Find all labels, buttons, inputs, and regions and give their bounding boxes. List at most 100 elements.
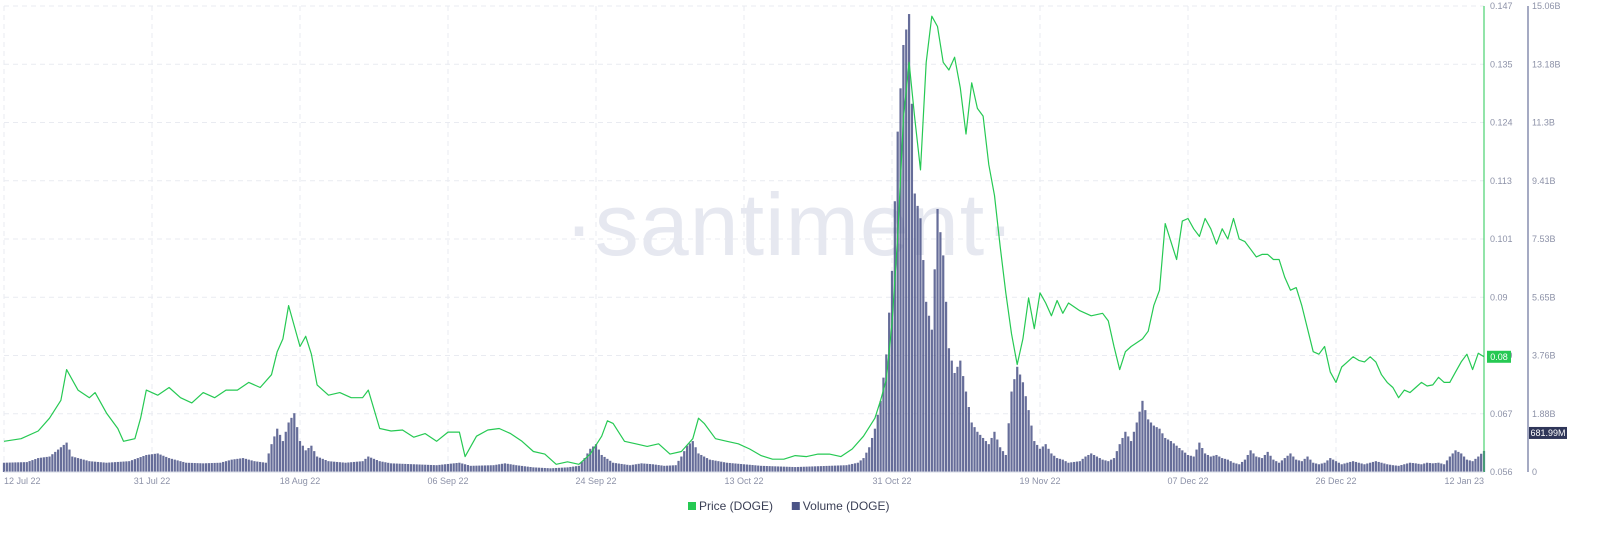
volume-bar [987,444,990,472]
volume-bar [1240,461,1244,472]
volume-bar [905,29,908,472]
volume-bar [11,462,14,472]
volume-bar [802,466,805,472]
volume-bar [1147,419,1150,472]
volume-bar [85,460,88,472]
volume-bar [93,461,97,472]
volume-bar [5,462,8,472]
volume-bar [298,441,302,472]
x-tick-label: 18 Aug 22 [280,476,321,486]
volume-bar [466,465,470,472]
volume-bar [623,464,626,472]
axes [4,6,1529,473]
volume-bar [879,400,882,472]
volume-bar [751,465,754,472]
volume-bar [1374,461,1377,472]
volume-bar [876,414,879,472]
volume-bar [216,462,219,472]
volume-bar [1275,461,1278,472]
volume-bar [927,315,931,472]
volume-tick-label: 9.41B [1532,176,1556,186]
volume-bar [210,463,213,472]
volume-bar [1161,433,1164,472]
legend-swatch [791,502,800,510]
price-tick-label: 0.056 [1490,467,1513,477]
volume-bar [734,463,737,472]
volume-bar [532,467,535,472]
volume-bar [637,463,640,472]
volume-bar [526,466,529,472]
legend-label: Volume (DOGE) [803,499,890,513]
volume-bar [893,201,896,472]
volume-bar [888,312,891,472]
volume-bar [202,463,205,472]
volume-bar [1454,450,1457,472]
volume-bar [241,458,245,472]
volume-bar [643,463,646,472]
volume-bar [74,457,77,472]
volume-bar [352,461,356,472]
volume-bar [700,454,703,472]
volume-bar [199,463,202,472]
volume-tick-label: 1.88B [1532,409,1556,419]
volume-bar [606,458,609,472]
volume-bar [953,372,956,472]
watermark: ·santiment· [564,175,1015,274]
volume-bar [1400,465,1403,472]
volume-bar [1189,455,1192,472]
volume-bar [714,460,717,472]
volume-bar [270,444,273,472]
volume-bar [839,465,842,472]
volume-bar [748,464,751,472]
x-tick-label: 07 Dec 22 [1167,476,1208,486]
volume-bar [990,437,993,472]
volume-bar [1149,422,1153,472]
volume-bar [1437,462,1440,472]
volume-bar [913,193,916,472]
volume-bar [808,466,811,472]
volume-tick-label: 13.18B [1532,59,1561,69]
volume-bar [691,441,694,472]
volume-bar [34,459,37,472]
volume-bar [674,465,677,472]
volume-bar [1354,461,1358,472]
volume-bar [426,464,430,472]
volume-bar [1121,437,1124,472]
volume-bar [1209,456,1212,472]
volume-bar [976,431,979,472]
volume-bar [1004,454,1007,472]
volume-bar [1383,463,1386,472]
price-series-line [3,15,1485,465]
volume-bar [1326,460,1329,472]
volume-series [2,14,1486,473]
volume-bar [705,458,709,472]
volume-bar [956,366,959,472]
volume-bar [939,232,942,472]
volume-bar [890,270,894,472]
x-tick-label: 12 Jan 23 [1444,476,1484,486]
volume-bar [1155,427,1158,472]
volume-bar [1070,462,1073,472]
volume-bar [1229,461,1232,472]
volume-bar [711,460,714,472]
volume-bar [455,463,458,472]
volume-bar [580,461,583,472]
volume-bar [1110,459,1113,472]
volume-bar [330,461,333,472]
volume-bar [771,466,774,472]
volume-bar [1272,459,1275,472]
price-tick-label: 0.135 [1490,59,1513,69]
volume-bar [967,407,970,472]
volume-bar [1144,410,1147,472]
volume-bar [902,44,905,473]
volume-bar [463,464,467,472]
volume-bar [1386,464,1389,472]
x-tick-label: 12 Jul 22 [4,476,41,486]
volume-bar [253,461,256,472]
volume-bar [358,461,361,472]
volume-bar [444,464,447,472]
volume-bar [301,445,304,472]
volume-bar [520,465,524,472]
volume-bar [1462,456,1466,472]
